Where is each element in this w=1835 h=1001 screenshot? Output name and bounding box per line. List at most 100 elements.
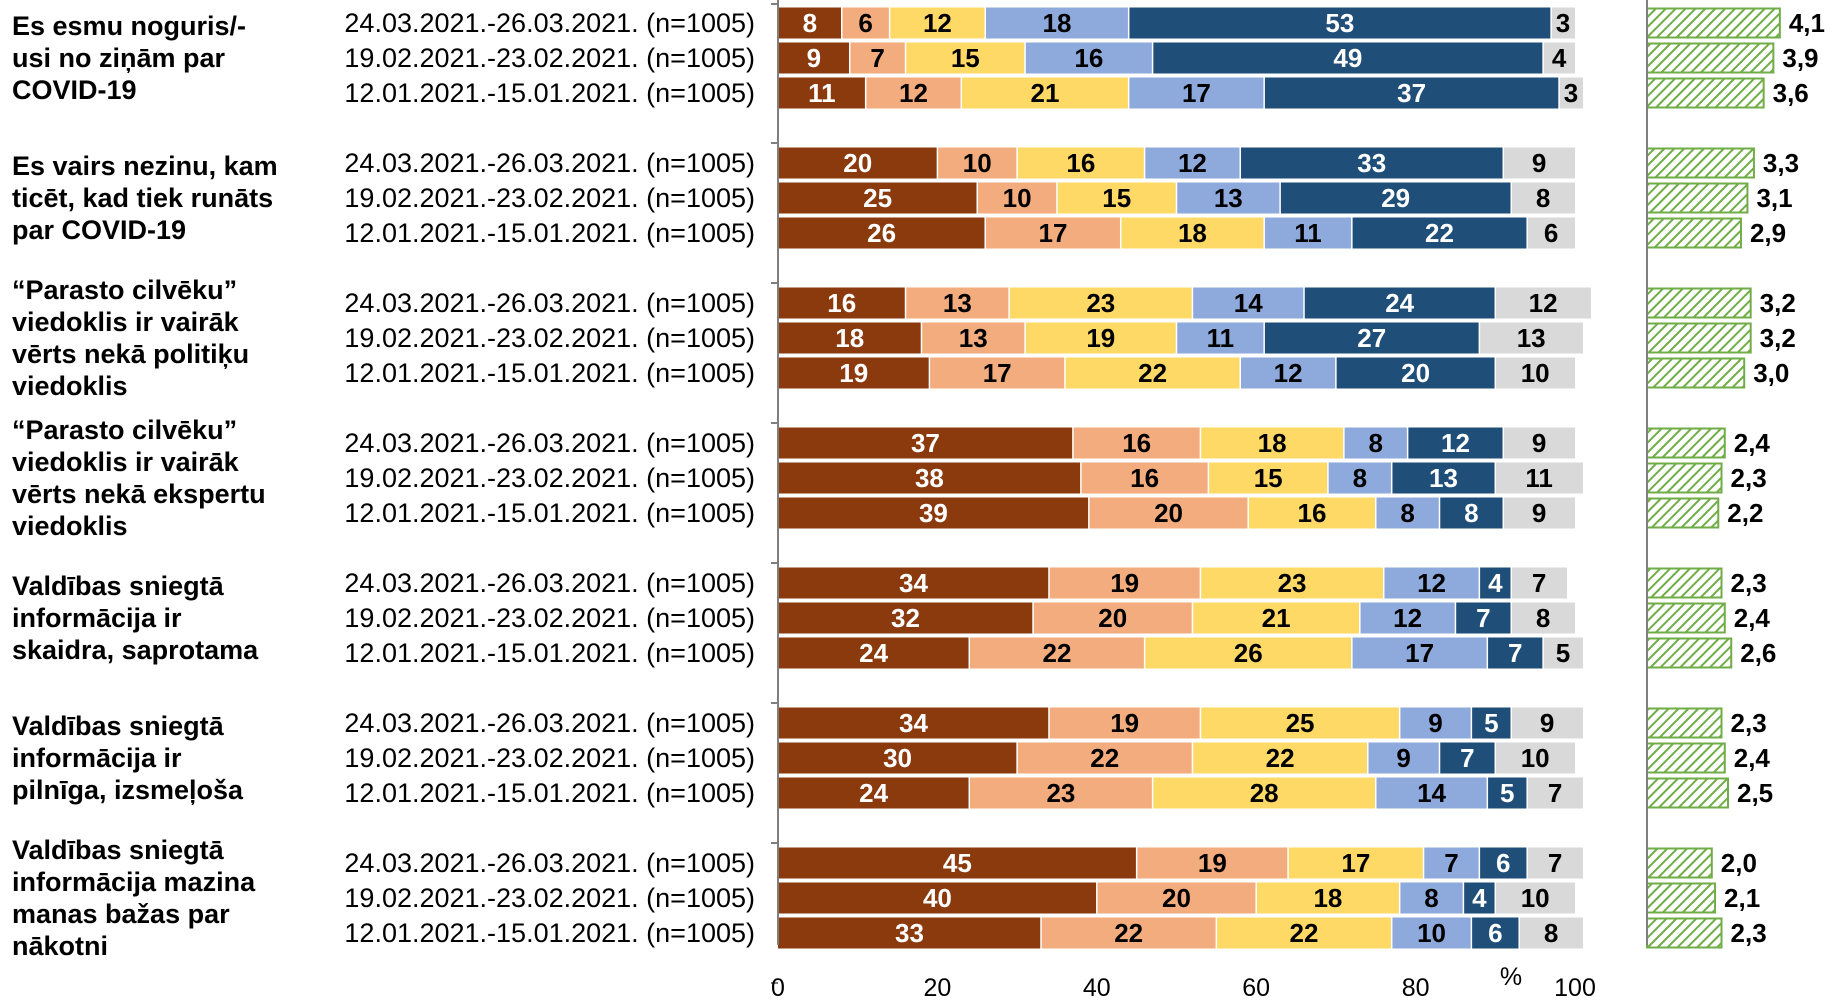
- segment-value-label: 21: [1031, 78, 1060, 108]
- survey-period-label: 24.03.2021.-26.03.2021. (n=1005): [344, 568, 755, 598]
- survey-period-label: 19.02.2021.-23.02.2021. (n=1005): [344, 323, 755, 353]
- segment-value-label: 33: [895, 918, 924, 948]
- bar-segment: [1120, 217, 1265, 249]
- segment-value-label: 25: [1286, 708, 1315, 738]
- statement-label-line: “Parasto cilvēku”: [12, 415, 237, 445]
- segment-value-label: 7: [1532, 568, 1546, 598]
- segment-value-label: 28: [1250, 778, 1279, 808]
- bar-segment: [1096, 882, 1257, 914]
- segment-value-label: 20: [1162, 883, 1191, 913]
- segment-value-label: 12: [1178, 148, 1207, 178]
- segment-value-label: 6: [1544, 218, 1558, 248]
- segment-value-label: 10: [1003, 183, 1032, 213]
- segment-value-label: 18: [835, 323, 864, 353]
- bar-segment: [778, 182, 978, 214]
- x-tick-label: 100: [1554, 974, 1596, 1001]
- average-bar: [1646, 707, 1723, 739]
- segment-value-label: 30: [883, 743, 912, 773]
- average-bar: [1646, 567, 1723, 599]
- x-tick-label: 40: [1083, 974, 1111, 1001]
- segment-value-label: 14: [1417, 778, 1446, 808]
- segment-value-label: 16: [1130, 463, 1159, 493]
- average-value-label: 4,1: [1789, 8, 1825, 38]
- statement-label-line: nākotni: [12, 931, 108, 961]
- segment-value-label: 9: [1428, 708, 1442, 738]
- segment-value-label: 14: [1234, 288, 1263, 318]
- average-value-label: 2,9: [1750, 218, 1786, 248]
- average-bar: [1646, 322, 1752, 354]
- statement-label-line: Valdības sniegtā: [12, 571, 225, 601]
- statement-label-line: Valdības sniegtā: [12, 711, 225, 741]
- bar-segment: [1543, 42, 1575, 74]
- segment-value-label: 12: [899, 78, 928, 108]
- average-value-label: 2,3: [1731, 568, 1767, 598]
- average-value-label: 3,2: [1760, 288, 1796, 318]
- average-bar: [1646, 847, 1713, 879]
- average-bar: [1646, 637, 1733, 669]
- segment-value-label: 22: [1114, 918, 1143, 948]
- bar-segment: [1176, 322, 1265, 354]
- segment-value-label: 10: [1521, 883, 1550, 913]
- segment-value-label: 13: [959, 323, 988, 353]
- bar-segment: [1192, 287, 1305, 319]
- segment-value-label: 19: [839, 358, 868, 388]
- bar-segment: [1248, 497, 1376, 529]
- bar-segment: [1359, 602, 1456, 634]
- bar-segment: [1240, 357, 1336, 389]
- average-value-label: 3,2: [1760, 323, 1796, 353]
- bar-segment: [1495, 357, 1575, 389]
- segment-value-label: 24: [859, 778, 888, 808]
- bar-segment: [1152, 777, 1376, 809]
- bar-segment: [1017, 147, 1145, 179]
- statement-label: Valdības sniegtā informācija ir skaidra, s…: [12, 571, 259, 665]
- average-value-label: 2,0: [1721, 848, 1757, 878]
- segment-value-label: 34: [899, 568, 928, 598]
- segment-value-label: 18: [1258, 428, 1287, 458]
- segment-value-label: 7: [1444, 848, 1458, 878]
- bar-segment: [1391, 917, 1472, 949]
- segment-value-label: 8: [1424, 883, 1438, 913]
- bar-segment: [778, 427, 1073, 459]
- bar-segment: [1383, 567, 1480, 599]
- segment-value-label: 22: [1090, 743, 1119, 773]
- segment-value-label: 26: [867, 218, 896, 248]
- survey-period-label: 24.03.2021.-26.03.2021. (n=1005): [344, 148, 755, 178]
- segment-value-label: 8: [1536, 183, 1550, 213]
- segment-value-label: 23: [1086, 288, 1115, 318]
- segment-value-label: 6: [1488, 918, 1502, 948]
- survey-period-label: 24.03.2021.-26.03.2021. (n=1005): [344, 708, 755, 738]
- bar-segment: [1033, 602, 1193, 634]
- segment-value-label: 12: [1417, 568, 1446, 598]
- bar-segment: [1327, 462, 1392, 494]
- bar-segment: [1471, 917, 1520, 949]
- survey-period-label: 19.02.2021.-23.02.2021. (n=1005): [344, 43, 755, 73]
- bar-segment: [1487, 777, 1528, 809]
- bar-segment: [977, 182, 1057, 214]
- survey-period-label: 19.02.2021.-23.02.2021. (n=1005): [344, 183, 755, 213]
- segment-value-label: 3: [1564, 78, 1578, 108]
- bar-segment: [1487, 637, 1544, 669]
- bar-segment: [1009, 287, 1193, 319]
- average-bar: [1646, 357, 1746, 389]
- bar-segment: [1463, 882, 1496, 914]
- survey-period-label: 19.02.2021.-23.02.2021. (n=1005): [344, 603, 755, 633]
- bar-segment: [1495, 287, 1591, 319]
- segment-value-label: 7: [1476, 603, 1490, 633]
- bar-segment: [1025, 322, 1177, 354]
- segment-value-label: 8: [803, 8, 817, 38]
- bar-segment: [778, 707, 1049, 739]
- bar-segment: [778, 287, 906, 319]
- segment-value-label: 16: [1066, 148, 1095, 178]
- bar-segment: [1511, 602, 1575, 634]
- bar-segment: [1208, 462, 1328, 494]
- bar-segment: [1471, 707, 1512, 739]
- segment-value-label: 7: [870, 43, 884, 73]
- statement-label-line: viedoklis: [12, 511, 128, 541]
- segment-value-label: 13: [1214, 183, 1243, 213]
- bar-segment: [778, 567, 1049, 599]
- bar-segment: [778, 777, 970, 809]
- segment-value-label: 9: [1540, 708, 1554, 738]
- segment-value-label: 20: [1154, 498, 1183, 528]
- bar-segment: [1519, 917, 1583, 949]
- bar-segment: [1495, 882, 1575, 914]
